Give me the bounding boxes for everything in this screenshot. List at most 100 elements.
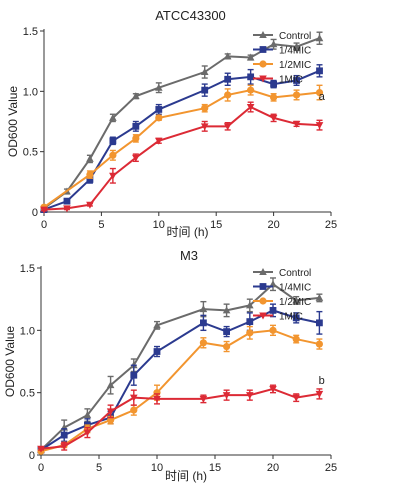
- data-point: [223, 342, 231, 351]
- data-point: [292, 120, 301, 128]
- data-point: [109, 113, 117, 121]
- x-tick-label: 5: [96, 462, 102, 474]
- legend-marker: [259, 283, 267, 290]
- data-point: [293, 77, 300, 84]
- y-tick-label: 0: [32, 207, 38, 219]
- legend-item: 1MIC: [253, 75, 303, 86]
- y-axis-label: OD600 Value: [3, 326, 17, 397]
- y-tick-label: 0: [29, 450, 35, 462]
- data-point: [199, 339, 207, 347]
- data-point: [270, 93, 278, 101]
- x-tick-label: 10: [153, 219, 165, 231]
- x-axis-label: 时间 (h): [165, 469, 207, 483]
- series-line: [43, 105, 320, 211]
- legend-marker: [259, 75, 267, 83]
- data-point: [83, 411, 92, 419]
- chart-title: ATCC43300: [155, 8, 226, 23]
- y-tick-label: 1.0: [23, 86, 38, 98]
- data-point: [315, 34, 324, 42]
- data-point: [130, 406, 138, 414]
- data-point: [292, 394, 300, 402]
- data-point: [132, 154, 140, 162]
- y-tick-label: 0.5: [20, 388, 35, 400]
- data-point: [106, 381, 115, 389]
- x-tick-label: 5: [98, 219, 104, 231]
- legend-marker: [259, 31, 267, 38]
- data-point: [155, 106, 163, 113]
- series-1mic: [37, 384, 324, 453]
- legend-label: 1/2MIC: [279, 297, 311, 308]
- legend-item: 1/4MIC: [253, 46, 311, 57]
- legend-marker: [259, 268, 267, 275]
- data-point: [316, 319, 323, 327]
- data-point: [270, 80, 277, 88]
- y-tick-label: 1.5: [23, 26, 38, 38]
- y-axis-label: OD600 Value: [6, 86, 20, 157]
- data-point: [224, 75, 232, 83]
- data-point: [247, 73, 255, 81]
- x-tick-label: 25: [325, 219, 337, 231]
- data-point: [132, 122, 140, 130]
- data-point: [315, 122, 324, 130]
- data-point: [315, 293, 324, 301]
- x-tick-label: 20: [267, 462, 279, 474]
- data-point: [109, 151, 117, 159]
- data-point: [153, 395, 161, 403]
- data-point: [269, 306, 277, 314]
- data-point: [315, 340, 323, 348]
- series-1-2mic: [40, 84, 324, 211]
- legend-label: 1/4MIC: [279, 283, 311, 294]
- data-point: [246, 301, 254, 309]
- data-point: [153, 348, 161, 355]
- data-point: [155, 137, 163, 145]
- legend-label: Control: [279, 268, 311, 279]
- significance-annotation: b: [319, 375, 325, 387]
- data-point: [199, 395, 208, 403]
- data-point: [86, 154, 94, 162]
- series-line: [43, 89, 320, 208]
- x-tick-label: 25: [325, 462, 337, 474]
- series-line: [43, 69, 320, 211]
- legend-label: 1MIC: [279, 75, 303, 86]
- series-control: [40, 31, 324, 212]
- data-point: [224, 91, 232, 99]
- data-point: [63, 197, 71, 205]
- data-point: [200, 319, 207, 327]
- data-point: [132, 134, 140, 142]
- data-point: [269, 385, 277, 393]
- x-tick-label: 0: [41, 219, 47, 231]
- data-point: [246, 392, 254, 400]
- data-point: [247, 86, 255, 94]
- data-point: [315, 88, 324, 97]
- data-point: [246, 318, 254, 326]
- data-point: [86, 201, 94, 209]
- data-point: [315, 390, 324, 398]
- data-point: [155, 83, 163, 91]
- series-line: [40, 282, 320, 451]
- data-point: [200, 68, 209, 76]
- data-point: [200, 123, 209, 131]
- x-tick-label: 0: [38, 462, 44, 474]
- series-line: [40, 309, 320, 451]
- x-tick-label: 15: [210, 219, 222, 231]
- data-point: [109, 172, 117, 180]
- x-tick-label: 20: [267, 219, 279, 231]
- data-point: [246, 104, 255, 112]
- data-point: [246, 329, 254, 337]
- legend-item: 1MIC: [253, 312, 303, 323]
- legend-item: Control: [253, 268, 311, 279]
- legend-label: 1MIC: [279, 312, 303, 323]
- data-point: [86, 176, 94, 183]
- data-point: [246, 53, 255, 61]
- data-point: [269, 280, 277, 288]
- series-1mic: [40, 101, 324, 214]
- data-point: [223, 328, 230, 335]
- legend-item: 1/2MIC: [253, 297, 311, 308]
- legend: Control 1/4MIC 1/2MIC 1MIC: [253, 31, 311, 86]
- data-point: [222, 306, 231, 314]
- data-point: [223, 123, 232, 131]
- data-point: [40, 206, 48, 214]
- data-point: [63, 205, 71, 213]
- legend: Control 1/4MIC 1/2MIC 1MIC: [253, 268, 311, 323]
